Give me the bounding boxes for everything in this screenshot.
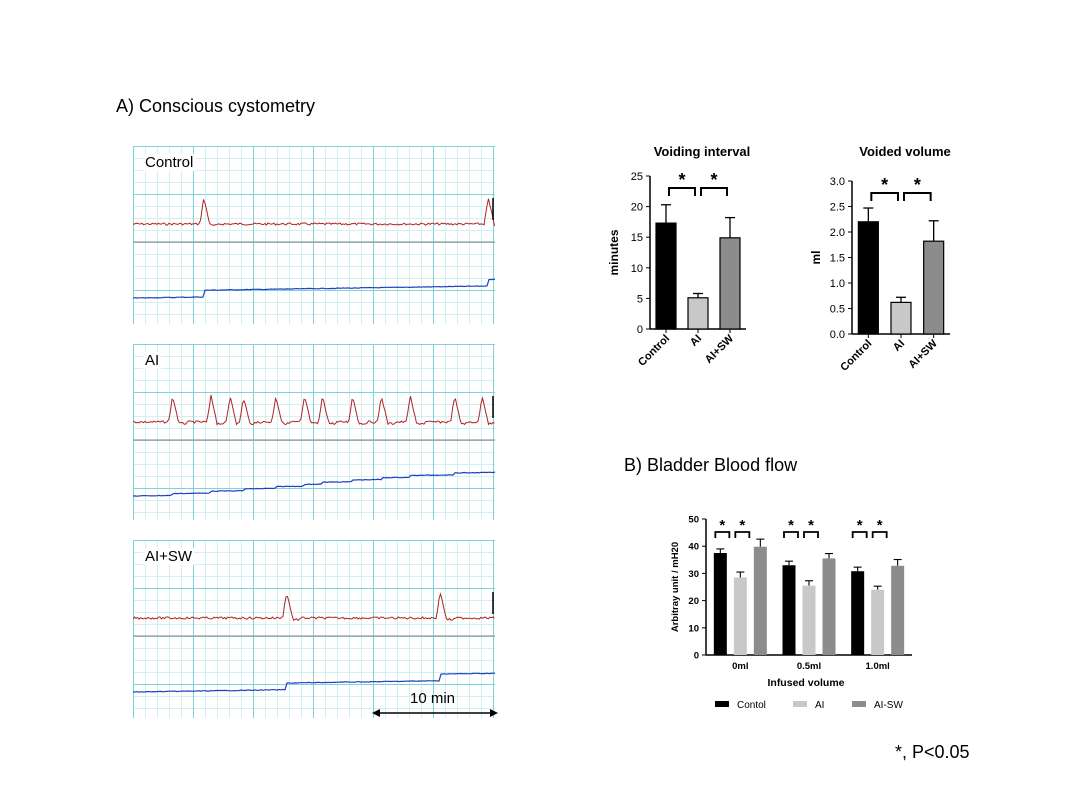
bladder-blood-flow-chart: 0 10 20 30 40 50 Arbitray unit / mH20 0ml * * 0.5m… — [670, 515, 912, 711]
bar-ai-sw-0ml — [753, 546, 767, 655]
bar-contol-1-0ml — [851, 571, 865, 655]
bar-control — [857, 221, 879, 335]
voided-volume-chart: Voided volume 0.0 0.5 1.0 1.5 2.0 2.5 3.0 ml Cont… — [809, 144, 951, 374]
significance-bracket — [803, 531, 819, 538]
bar-ai-sw-0-5ml — [822, 558, 836, 655]
x-tick-label: AI+SW — [703, 332, 737, 366]
pressure-trace — [133, 198, 495, 227]
y-tick-label: 40 — [688, 542, 699, 553]
bar-ai-sw-1-0ml — [891, 565, 905, 655]
y-tick-label: 1.0 — [830, 278, 845, 290]
volume-trace — [133, 672, 495, 693]
legend-label: AI — [815, 700, 824, 711]
y-tick-label: 10 — [631, 263, 643, 275]
significance-bracket — [734, 531, 751, 538]
pressure-trace — [133, 394, 495, 426]
time-scale-bar — [372, 709, 498, 717]
legend-label: AI-SW — [874, 700, 903, 711]
y-tick-label: 25 — [631, 171, 643, 183]
x-tick-label: 0ml — [732, 661, 748, 672]
y-tick-label: 1.5 — [830, 253, 845, 265]
y-tick-label: 5 — [637, 293, 643, 305]
bar-ai-sw — [719, 237, 741, 330]
significance-bracket — [870, 192, 899, 201]
bar-ai-sw — [923, 240, 945, 335]
significance-footnote: *, P<0.05 — [895, 742, 970, 762]
y-axis-label: ml — [809, 250, 823, 264]
significance-star: * — [877, 517, 883, 534]
significance-star: * — [719, 517, 725, 534]
y-tick-label: 2.0 — [830, 227, 845, 239]
y-tick-label: 0 — [637, 324, 643, 336]
significance-star: * — [914, 175, 921, 195]
x-tick-label: AI — [688, 333, 704, 349]
x-tick-label: AI — [891, 338, 907, 354]
y-tick-label: 0 — [694, 651, 699, 662]
bar-ai-0-5ml — [802, 585, 816, 655]
trace-panel-ai: AI — [133, 344, 495, 520]
significance-bracket — [783, 531, 799, 538]
bar-ai — [890, 301, 912, 335]
legend-label: Contol — [737, 700, 766, 711]
y-tick-label: 50 — [688, 515, 699, 526]
heading-conscious-cystometry: A) Conscious cystometry — [116, 96, 316, 116]
chart-title: Voiding interval — [654, 144, 751, 159]
trace-panel-label: AI+SW — [143, 548, 195, 565]
legend-swatch — [852, 701, 866, 707]
y-tick-label: 20 — [688, 596, 699, 607]
significance-star: * — [710, 170, 717, 190]
bar-ai-0ml — [733, 577, 747, 655]
trace-panel-label: AI — [143, 352, 162, 369]
y-tick-label: 20 — [631, 202, 643, 214]
y-tick-label: 2.5 — [830, 202, 845, 214]
voiding-interval-chart: Voiding interval 0 5 10 15 20 25 minutes Control… — [607, 144, 751, 369]
x-axis-label: Infused volume — [767, 677, 844, 689]
significance-bracket — [903, 192, 932, 201]
heading-bladder-blood-flow: B) Bladder Blood flow — [624, 455, 798, 475]
significance-star: * — [788, 517, 794, 534]
x-tick-label: AI+SW — [906, 337, 940, 371]
y-tick-label: 3.0 — [830, 176, 845, 188]
bar-ai-1-0ml — [871, 589, 885, 655]
volume-trace — [133, 471, 495, 497]
y-tick-label: 0.0 — [830, 329, 845, 341]
significance-bracket — [714, 531, 731, 538]
trace-panel-ai-sw: AI+SW — [133, 540, 495, 718]
x-tick-label: 0.5ml — [797, 661, 821, 672]
significance-bracket — [668, 187, 696, 196]
significance-star: * — [881, 175, 888, 195]
y-tick-label: 10 — [688, 623, 699, 634]
significance-star: * — [678, 170, 685, 190]
trace-panel-label: Control — [143, 154, 196, 171]
significance-bracket — [851, 531, 868, 538]
legend-swatch — [793, 701, 807, 707]
volume-trace — [133, 278, 495, 299]
y-axis-label: Arbitray unit / mH20 — [670, 542, 681, 632]
x-tick-label: Control — [838, 338, 874, 374]
trace-panel-control: Control — [133, 146, 495, 324]
x-tick-label: 1.0ml — [866, 661, 890, 672]
significance-bracket — [700, 187, 728, 196]
y-axis-label: minutes — [607, 229, 621, 275]
chart-title: Voided volume — [859, 144, 951, 159]
bar-contol-0-5ml — [782, 565, 796, 655]
x-tick-label: Control — [636, 333, 672, 369]
significance-star: * — [739, 517, 745, 534]
pressure-trace — [133, 592, 495, 622]
legend-swatch — [715, 701, 729, 707]
time-scale-label: 10 min — [410, 690, 456, 707]
bar-ai — [687, 297, 709, 330]
y-tick-label: 15 — [631, 232, 643, 244]
significance-bracket — [871, 531, 888, 538]
significance-star: * — [808, 517, 814, 534]
y-tick-label: 30 — [688, 569, 699, 580]
y-tick-label: 0.5 — [830, 304, 845, 316]
bar-contol-0ml — [713, 553, 727, 655]
significance-star: * — [857, 517, 863, 534]
bar-control — [655, 222, 677, 330]
